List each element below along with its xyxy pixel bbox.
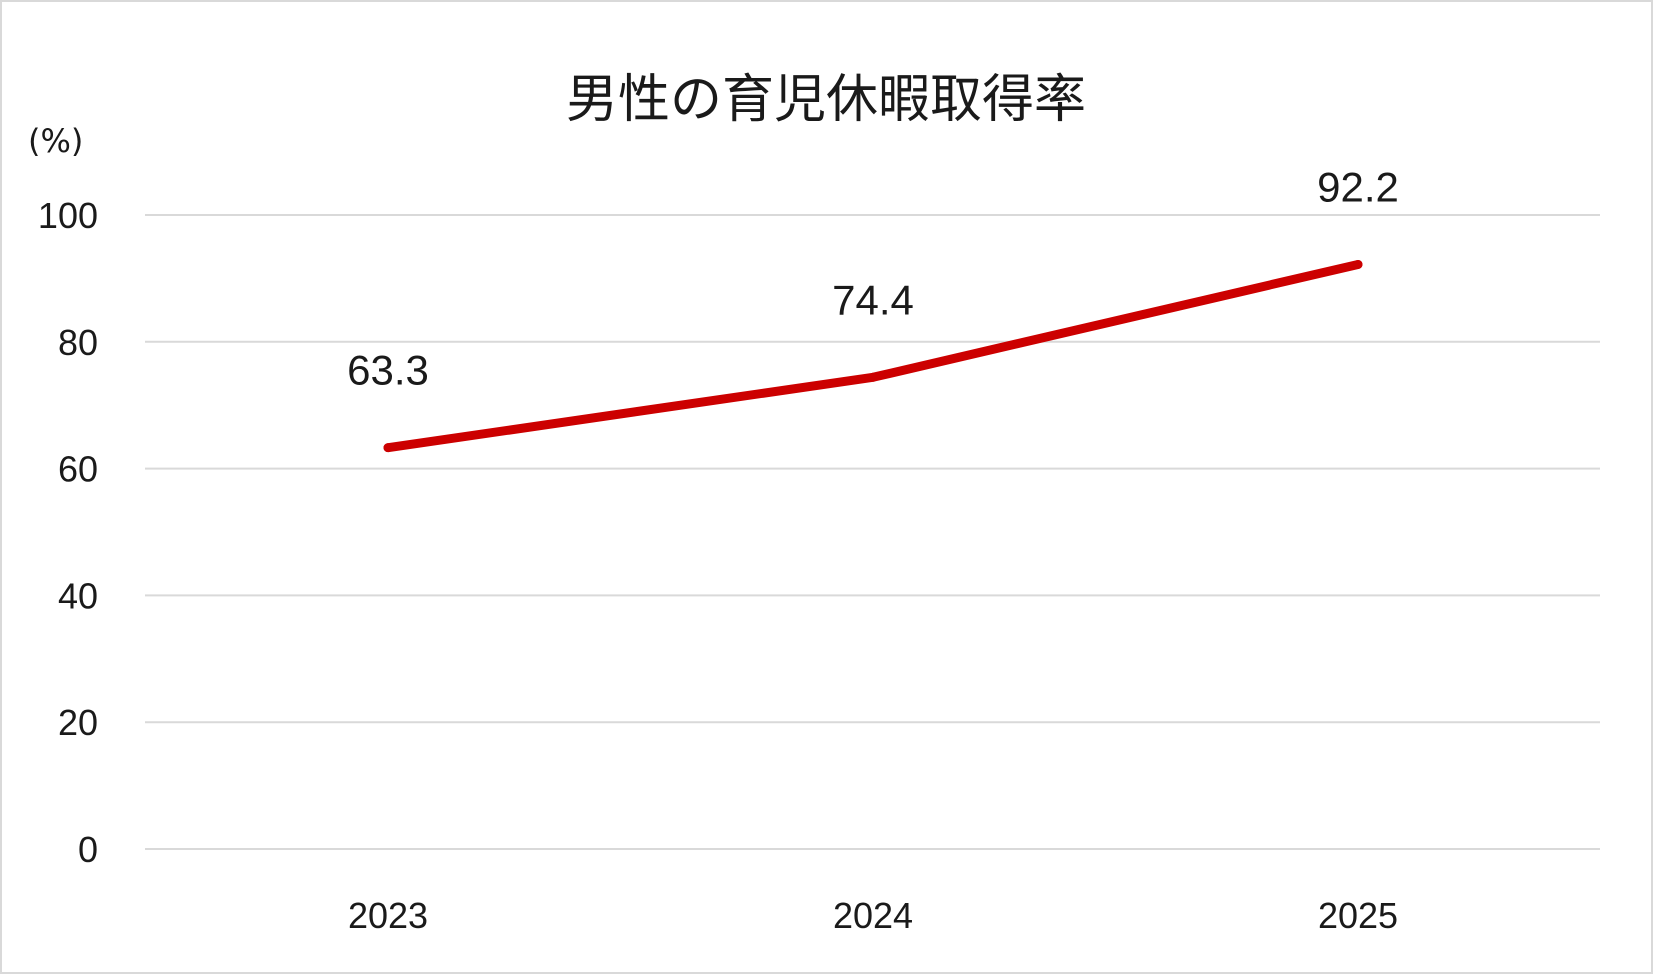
data-label-2025: 92.2 xyxy=(1317,163,1399,210)
data-label-2024: 74.4 xyxy=(832,276,914,323)
y-tick-label-80: 80 xyxy=(58,322,98,363)
data-labels: 63.3 74.4 92.2 xyxy=(347,163,1399,393)
series-layer xyxy=(383,259,1363,453)
y-axis-unit-label: (%) xyxy=(28,122,83,160)
gridlines xyxy=(145,214,1600,850)
y-tick-label-40: 40 xyxy=(58,575,98,616)
y-tick-label-20: 20 xyxy=(58,702,98,743)
y-tick-label-0: 0 xyxy=(78,829,98,870)
data-point-2025 xyxy=(1353,259,1363,269)
y-tick-label-60: 60 xyxy=(58,449,98,490)
x-tick-label-2024: 2024 xyxy=(833,895,913,936)
x-axis-ticks: 2023 2024 2025 xyxy=(348,895,1398,936)
chart-title: 男性の育児休暇取得率 xyxy=(566,70,1086,130)
y-tick-label-100: 100 xyxy=(38,195,98,236)
x-tick-label-2025: 2025 xyxy=(1318,895,1398,936)
data-point-2023 xyxy=(383,443,393,453)
data-label-2023: 63.3 xyxy=(347,347,429,394)
y-axis-ticks: 0 20 40 60 80 100 xyxy=(38,195,98,870)
x-tick-label-2023: 2023 xyxy=(348,895,428,936)
data-point-2024 xyxy=(868,372,878,382)
